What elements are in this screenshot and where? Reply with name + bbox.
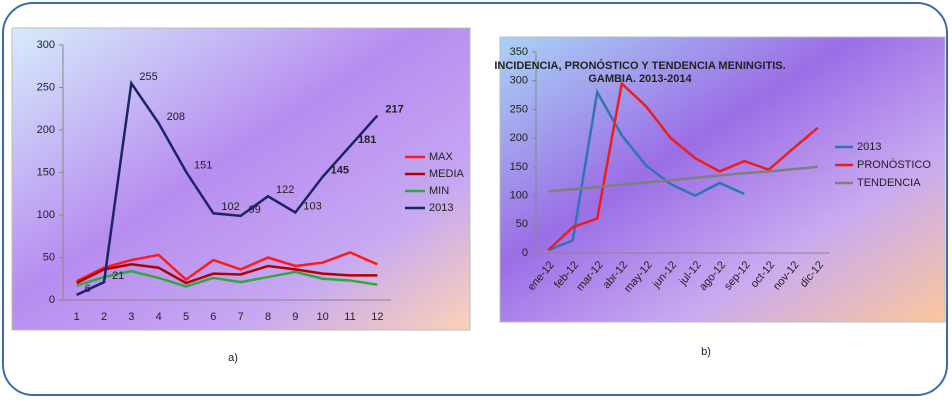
panel-caption: b) <box>701 346 711 358</box>
data-label: 103 <box>303 200 321 212</box>
x-tick-label: 1 <box>74 311 80 323</box>
y-tick-label: 300 <box>37 39 55 51</box>
data-label: 255 <box>139 71 157 83</box>
x-tick-label: 12 <box>371 311 383 323</box>
x-tick-label: 9 <box>292 311 298 323</box>
series-line <box>548 165 818 193</box>
x-tick-label: 6 <box>210 311 216 323</box>
y-tick-label: 250 <box>37 81 55 93</box>
y-tick-label: 50 <box>43 251 55 263</box>
x-tick-label: 11 <box>344 311 355 323</box>
y-tick-label: 150 <box>510 161 528 173</box>
y-tick-label: 150 <box>37 166 55 178</box>
legend-label: MIN <box>429 185 449 197</box>
panel-b <box>499 36 946 323</box>
panel-a <box>11 27 471 331</box>
data-label: 102 <box>221 201 239 213</box>
series-line <box>76 251 378 283</box>
y-tick-label: 100 <box>510 189 528 201</box>
chart-title: GAMBIA. 2013-2014 <box>588 73 692 85</box>
data-label: 181 <box>358 134 376 146</box>
legend-label: 2013 <box>857 141 881 153</box>
data-label: 99 <box>249 204 261 216</box>
data-label: 6 <box>85 283 91 295</box>
series-line <box>76 269 378 288</box>
series-line <box>76 263 378 285</box>
x-tick-label: 2 <box>101 311 107 323</box>
legend-label: MEDIA <box>429 168 465 180</box>
y-tick-label: 100 <box>37 209 55 221</box>
y-tick-label: 300 <box>510 75 528 87</box>
legend-label: 2013 <box>429 202 453 214</box>
y-tick-label: 50 <box>516 218 528 230</box>
chart-title: INCIDENCIA, PRONÓSTICO Y TENDENCIA MENIN… <box>494 59 785 72</box>
panel-caption: a) <box>228 352 238 364</box>
y-tick-label: 0 <box>49 294 55 306</box>
y-tick-label: 350 <box>510 46 528 58</box>
legend-label: MAX <box>429 151 454 163</box>
x-tick-label: 7 <box>238 311 244 323</box>
data-label: 208 <box>167 111 185 123</box>
y-tick-label: 250 <box>510 103 528 115</box>
data-label: 21 <box>112 270 124 282</box>
data-label: 217 <box>385 103 403 115</box>
x-tick-label: 3 <box>128 311 134 323</box>
data-label: 145 <box>331 165 349 177</box>
series-line <box>76 79 379 297</box>
y-tick-label: 0 <box>522 247 528 259</box>
legend-label: TENDENCIA <box>857 177 921 189</box>
y-tick-label: 200 <box>37 124 55 136</box>
x-tick-label: 10 <box>317 311 329 323</box>
series-line <box>547 81 819 252</box>
data-label: 151 <box>194 160 212 172</box>
legend-label: PRONÓSTICO <box>857 158 931 171</box>
series-line <box>547 88 745 252</box>
y-tick-label: 200 <box>510 132 528 144</box>
x-tick-label: 5 <box>183 311 189 323</box>
x-tick-label: 4 <box>156 311 162 323</box>
data-label: 122 <box>276 184 294 196</box>
x-tick-label: 8 <box>265 311 271 323</box>
